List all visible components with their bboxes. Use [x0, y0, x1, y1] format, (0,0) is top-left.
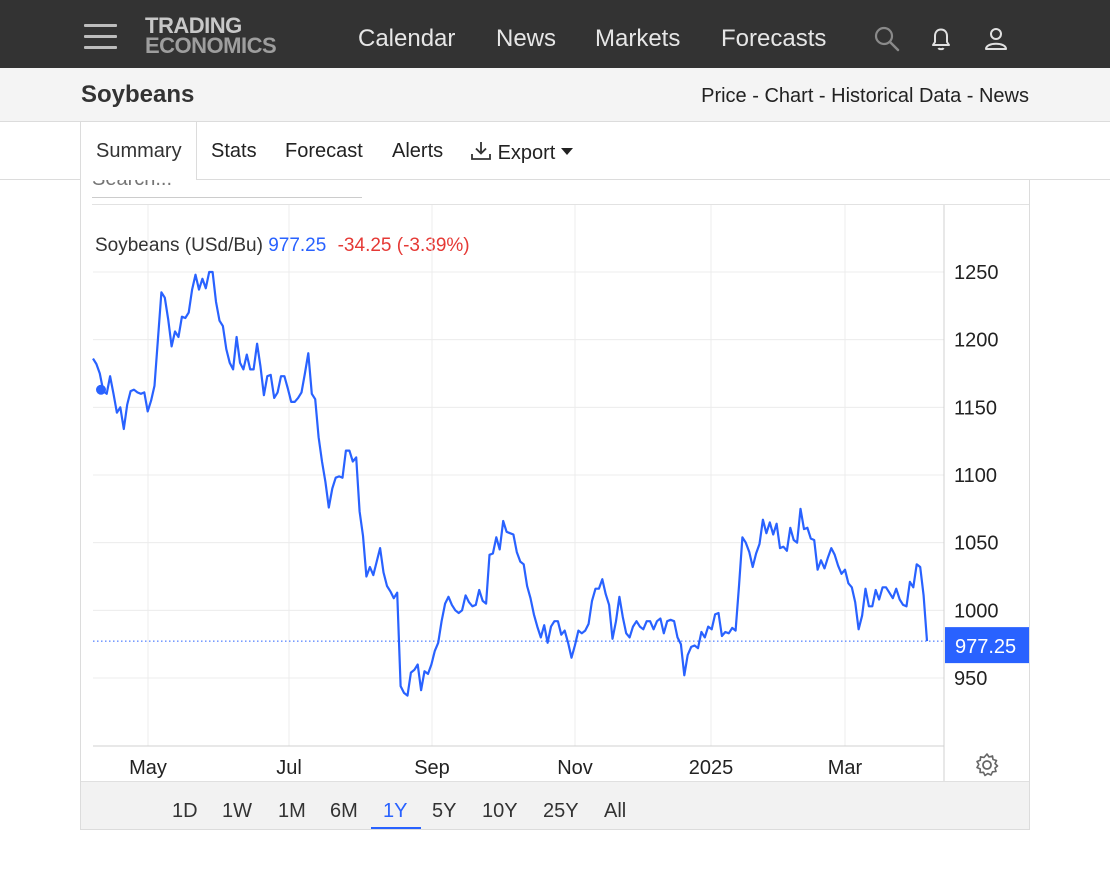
legend-series-name: Soybeans (USd/Bu) — [95, 235, 263, 256]
range-button-5y[interactable]: 5Y — [432, 800, 457, 822]
range-button-25y[interactable]: 25Y — [543, 800, 579, 822]
user-icon[interactable] — [982, 25, 1010, 53]
range-button-1m[interactable]: 1M — [278, 800, 306, 822]
nav-markets[interactable]: Markets — [595, 25, 681, 52]
tab-stats[interactable]: Stats — [211, 140, 257, 162]
tab-forecast[interactable]: Forecast — [285, 140, 363, 162]
nav-calendar[interactable]: Calendar — [358, 25, 456, 52]
legend-change: -34.25 (-3.39%) — [337, 235, 470, 256]
page-title: Soybeans — [81, 81, 195, 108]
export-label: Export — [497, 142, 556, 164]
site-logo[interactable]: TRADING ECONOMICS — [145, 13, 277, 58]
link-historical-data[interactable]: Historical Data — [831, 85, 962, 107]
range-button-all[interactable]: All — [604, 800, 627, 822]
link-price[interactable]: Price — [701, 85, 747, 107]
toolbar-divider — [92, 204, 1029, 205]
range-button-1y[interactable]: 1Y — [383, 800, 408, 822]
logo-line-2: ECONOMICS — [145, 33, 277, 58]
tab-summary[interactable]: Summary — [80, 122, 197, 180]
sub-navigation: Price - Chart - Historical Data - News — [701, 85, 1029, 108]
top-navigation-bar: TRADING ECONOMICS Calendar News Markets … — [0, 0, 1110, 68]
range-button-1d[interactable]: 1D — [172, 800, 198, 822]
range-button-10y[interactable]: 10Y — [482, 800, 518, 822]
tab-summary-label: Summary — [96, 140, 182, 162]
link-news[interactable]: News — [978, 85, 1029, 107]
active-range-underline — [371, 827, 421, 829]
chart-settings-gear-icon[interactable] — [974, 752, 1000, 778]
link-separator: - — [961, 85, 979, 107]
caret-down-icon — [560, 148, 573, 155]
range-button-6m[interactable]: 6M — [330, 800, 358, 822]
link-chart[interactable]: Chart — [764, 85, 814, 107]
nav-news[interactable]: News — [496, 25, 557, 52]
chart-panel — [80, 180, 1030, 830]
chart-legend: Soybeans (USd/Bu) 977.25 -34.25 (-3.39%) — [95, 235, 470, 257]
bell-icon[interactable] — [927, 25, 955, 53]
link-separator: - — [813, 85, 832, 107]
range-button-1w[interactable]: 1W — [222, 800, 252, 822]
legend-price: 977.25 — [268, 235, 327, 256]
search-icon[interactable] — [873, 25, 901, 53]
link-separator: - — [746, 85, 765, 107]
tab-bar: Summary Stats Forecast Alerts Export — [0, 122, 1110, 180]
export-button[interactable]: Export — [470, 140, 573, 165]
hamburger-menu-icon[interactable] — [84, 24, 118, 50]
download-icon — [471, 142, 491, 160]
page-subheader: Soybeans Price - Chart - Historical Data… — [0, 68, 1110, 122]
nav-forecasts[interactable]: Forecasts — [721, 25, 827, 52]
logo-line-1: TRADING — [145, 13, 242, 38]
tab-alerts[interactable]: Alerts — [392, 140, 444, 162]
time-range-bar — [81, 781, 1029, 829]
